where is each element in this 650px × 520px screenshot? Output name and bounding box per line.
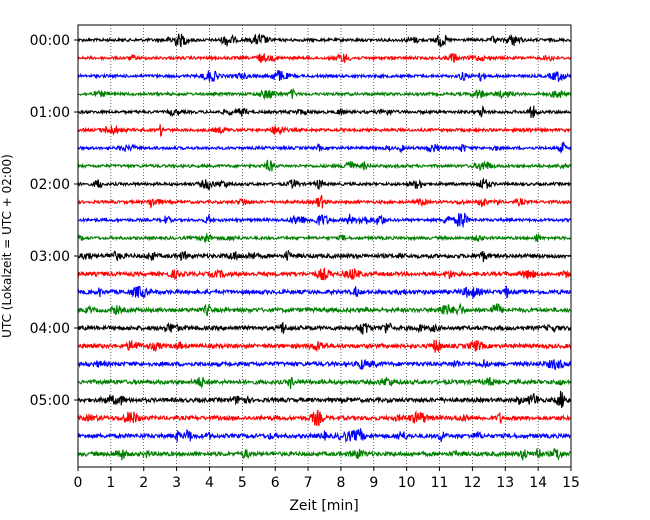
x-tick-label: 13 (496, 475, 514, 491)
trace-line (77, 285, 572, 299)
trace-line (77, 124, 572, 137)
trace-line (77, 358, 572, 370)
trace-layer (77, 32, 572, 461)
trace-line (77, 390, 572, 408)
x-tick-label: 0 (74, 475, 83, 491)
trace-line (77, 267, 572, 281)
x-axis-ticks: 0 1 2 3 4 5 6 7 8 9 10 11 12 13 14 15 (74, 467, 580, 491)
x-tick-label: 12 (463, 475, 481, 491)
trace-line (77, 177, 572, 191)
x-tick-label: 1 (106, 475, 115, 491)
trace-line (77, 321, 572, 335)
trace-line (77, 194, 572, 209)
trace-line (77, 52, 572, 63)
x-tick-label: 2 (139, 475, 148, 491)
trace-line (77, 141, 572, 155)
x-tick-label: 5 (238, 475, 247, 491)
trace-line (77, 233, 572, 244)
trace-line (77, 302, 572, 317)
trace-line (77, 250, 572, 263)
trace-line (77, 105, 572, 118)
x-tick-label: 15 (562, 475, 580, 491)
trace-line (77, 339, 572, 353)
y-tick-label: 01:00 (30, 105, 70, 121)
y-tick-label: 00:00 (30, 33, 70, 49)
trace-line (77, 159, 572, 172)
x-tick-label: 11 (431, 475, 449, 491)
trace-line (77, 32, 572, 48)
y-axis-ticks: 00:00 01:00 02:00 03:00 04:00 05:00 (30, 33, 78, 409)
x-tick-label: 3 (172, 475, 181, 491)
trace-line (77, 212, 572, 228)
y-axis-title: UTC (Lokalzeit = UTC + 02:00) (0, 154, 14, 338)
x-tick-label: 9 (369, 475, 378, 491)
y-tick-label: 04:00 (30, 321, 70, 337)
y-tick-label: 03:00 (30, 249, 70, 265)
x-tick-label: 7 (304, 475, 313, 491)
x-tick-label: 10 (398, 475, 416, 491)
x-axis-title: Zeit [min] (289, 498, 358, 514)
y-tick-label: 05:00 (30, 393, 70, 409)
x-tick-label: 8 (336, 475, 345, 491)
trace-line (77, 428, 572, 444)
trace-line (77, 88, 572, 101)
trace-line (77, 70, 572, 83)
trace-line (77, 409, 572, 427)
x-tick-label: 6 (271, 475, 280, 491)
trace-line (77, 447, 572, 461)
x-tick-label: 4 (205, 475, 214, 491)
plot-frame (77, 24, 572, 468)
trace-line (77, 376, 572, 390)
x-tick-label: 14 (529, 475, 547, 491)
y-tick-label: 02:00 (30, 177, 70, 193)
